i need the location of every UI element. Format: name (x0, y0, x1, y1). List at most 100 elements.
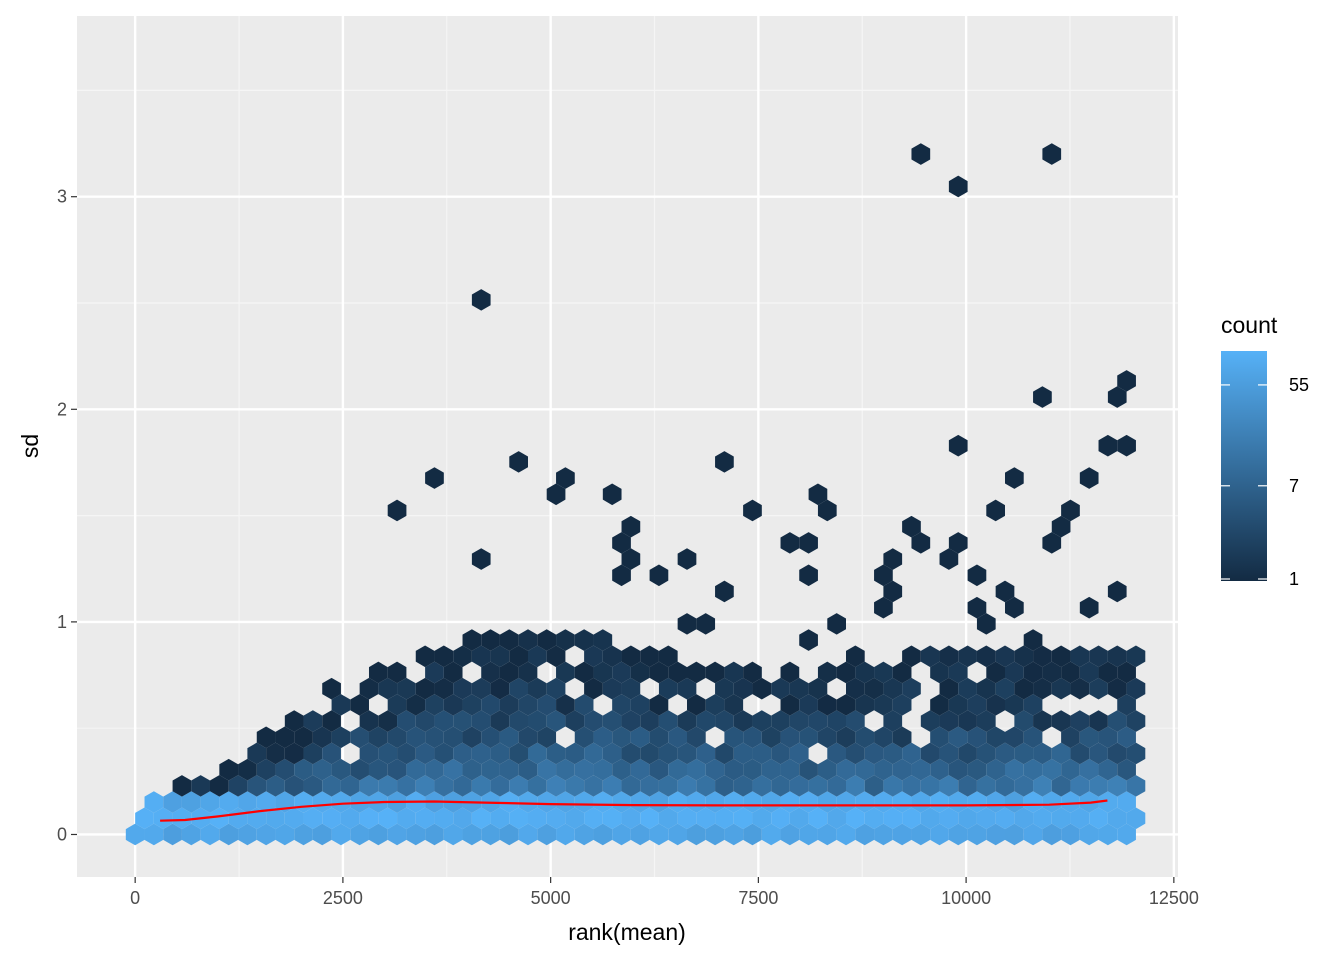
hex-cell (1023, 726, 1043, 749)
hex-cell (434, 677, 454, 700)
hex-cell (1014, 775, 1034, 797)
hex-cell (219, 758, 239, 781)
hex-cell (378, 742, 398, 765)
hex-cell (1033, 386, 1052, 408)
hex-cell (602, 677, 622, 700)
hex-cell (518, 661, 538, 684)
hex-cell (771, 775, 790, 797)
hex-cell (874, 758, 893, 781)
hex-cell (1089, 710, 1108, 732)
hex-cell (743, 499, 762, 522)
hex-cell (1051, 677, 1071, 700)
hex-cell (275, 758, 295, 781)
hex-cell (967, 823, 987, 846)
hex-cell (359, 677, 379, 700)
hex-cell (528, 710, 547, 732)
hex-cell (687, 758, 706, 781)
hex-cell (471, 710, 491, 732)
hex-cell (995, 645, 1015, 668)
hex-cell (135, 807, 154, 830)
hex-cell (490, 775, 510, 797)
hex-cell (630, 758, 650, 781)
hex-cell (920, 807, 940, 830)
hex-cell (752, 807, 772, 830)
hex-cell (425, 661, 444, 684)
hex-cell (780, 661, 800, 684)
hex-cell (799, 791, 818, 813)
hex-cell (1014, 645, 1034, 668)
hex-cell (163, 823, 182, 846)
hex-cell (612, 823, 631, 846)
hex-cell (172, 807, 192, 830)
hex-cell (499, 694, 519, 716)
hex-cell (368, 661, 388, 684)
hex-cell (584, 742, 603, 765)
hex-cell (378, 677, 398, 700)
hex-cell (518, 694, 538, 716)
hex-cell (939, 742, 959, 765)
hex-cell (621, 742, 641, 765)
hex-cell (1023, 823, 1043, 846)
hex-cell (967, 726, 987, 749)
hex-cell (827, 775, 846, 797)
hex-cell (1051, 742, 1071, 765)
hex-cell (322, 742, 341, 765)
hex-cell (294, 823, 313, 846)
hex-cell (817, 758, 837, 781)
hex-cell (715, 807, 734, 830)
hex-cell (630, 661, 650, 684)
hex-cell (509, 710, 528, 732)
hex-cell (546, 775, 566, 797)
hex-cell (733, 807, 753, 830)
hex-cell (883, 742, 903, 765)
hex-cell (415, 775, 435, 797)
hex-cell (771, 710, 790, 732)
hex-cell (715, 677, 734, 700)
hex-cell (892, 758, 912, 781)
hex-cell (976, 775, 996, 797)
hex-cell (911, 823, 931, 846)
hex-cell (817, 823, 837, 846)
hex-cell (1117, 370, 1136, 392)
hex-cell (602, 742, 622, 765)
hex-cell (874, 661, 893, 684)
hex-cell (817, 661, 837, 684)
hex-cell (733, 710, 753, 732)
hex-cell (789, 775, 809, 797)
hex-cell (920, 645, 940, 668)
hex-cell (1023, 661, 1043, 684)
hex-cell (687, 726, 706, 749)
hex-cell (556, 758, 575, 781)
hex-cell (556, 694, 575, 716)
hex-cell (621, 807, 641, 830)
hex-cell (864, 677, 884, 700)
hex-cell (1023, 758, 1043, 781)
hex-cell (322, 677, 341, 700)
hex-cell (1070, 775, 1090, 797)
hex-cell (687, 694, 706, 716)
hex-cell (368, 823, 388, 846)
hex-cell (481, 823, 500, 846)
hex-cell (930, 661, 949, 684)
hex-cell (1005, 596, 1024, 619)
hex-cell (761, 823, 781, 846)
hex-cell (518, 726, 538, 749)
hex-cell (967, 596, 987, 619)
hex-cell (827, 807, 846, 830)
hex-cell (808, 677, 828, 700)
hex-cell (995, 742, 1015, 765)
hex-cell (499, 758, 519, 781)
hex-cell (687, 661, 706, 684)
hex-cell (864, 807, 884, 830)
hex-cell (799, 726, 818, 749)
hex-cell (789, 677, 809, 700)
hex-cell (883, 775, 903, 797)
hex-cell (471, 645, 491, 668)
x-tick-label: 10000 (941, 888, 991, 908)
hex-cell (266, 742, 285, 765)
hex-cell (948, 661, 968, 684)
hex-cell (668, 823, 687, 846)
hex-cell (715, 775, 734, 797)
hex-cell (892, 726, 912, 749)
hex-cell (528, 645, 547, 668)
